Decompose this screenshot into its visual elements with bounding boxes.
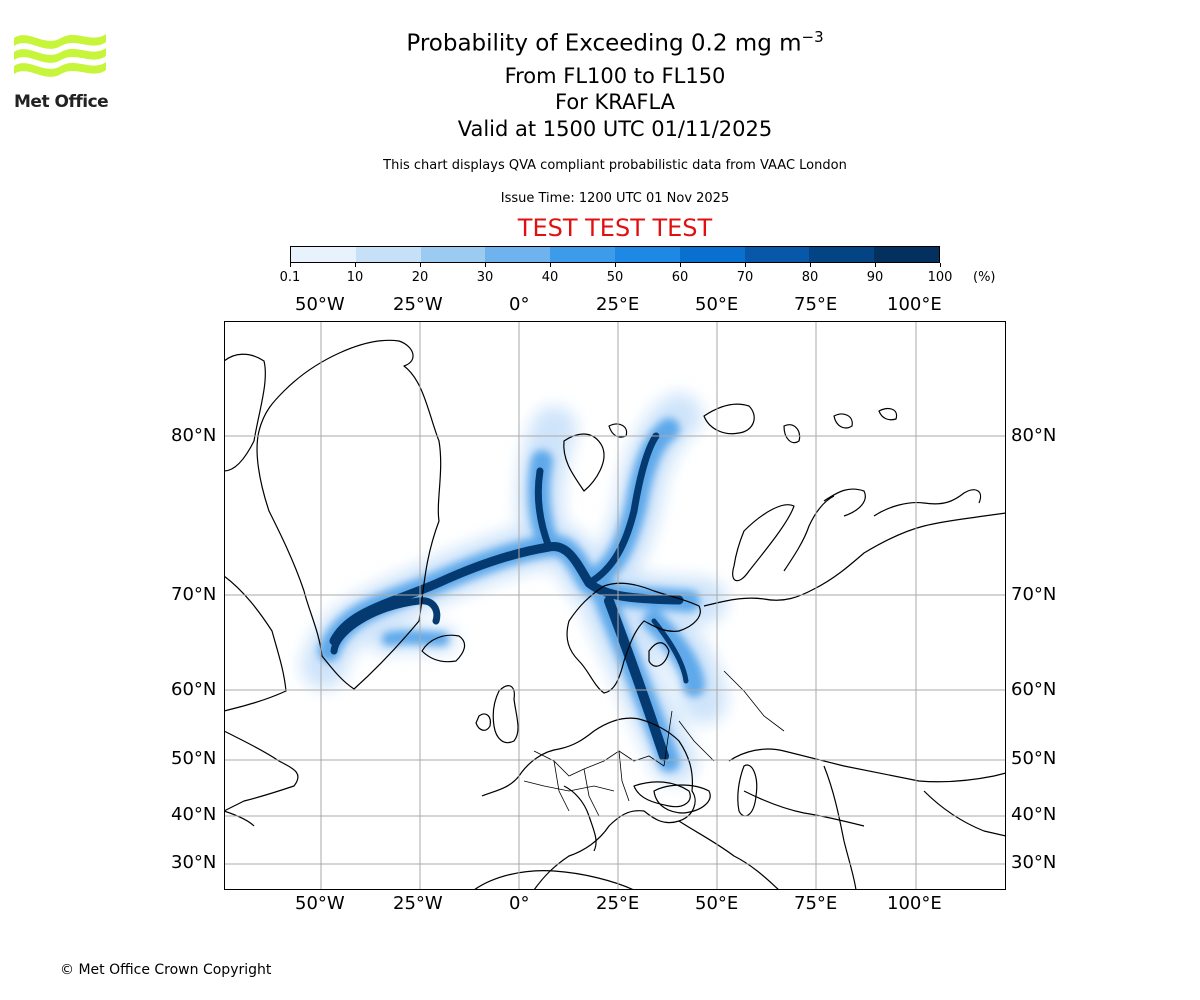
colorbar-tick bbox=[875, 263, 876, 267]
colorbar-tick-label: 100 bbox=[927, 270, 953, 285]
lat-label-left: 50°N bbox=[171, 748, 217, 769]
met-office-logo: Met Office bbox=[14, 30, 109, 112]
country-borders bbox=[523, 670, 785, 817]
lat-label-left: 40°N bbox=[171, 804, 217, 825]
colorbar-tick bbox=[485, 263, 486, 267]
colorbar-segment bbox=[485, 247, 551, 262]
copyright-notice: © Met Office Crown Copyright bbox=[60, 962, 272, 978]
lon-label-bottom: 100°E bbox=[887, 893, 942, 914]
lat-label-left: 80°N bbox=[171, 425, 217, 446]
colorbar-tick-label: 0.1 bbox=[279, 270, 301, 285]
lat-label-right: 60°N bbox=[1011, 679, 1057, 700]
lat-label-right: 40°N bbox=[1011, 804, 1057, 825]
volcano-name: For KRAFLA bbox=[555, 90, 675, 114]
colorbar-tick bbox=[355, 263, 356, 267]
colorbar-tick bbox=[615, 263, 616, 267]
colorbar-segment bbox=[550, 247, 615, 262]
lon-label-top: 0° bbox=[509, 294, 530, 315]
colorbar-tick bbox=[810, 263, 811, 267]
lon-label-top: 75°E bbox=[794, 294, 838, 315]
colorbar-segment bbox=[809, 247, 875, 262]
probability-colorbar bbox=[290, 246, 940, 263]
colorbar-segment bbox=[420, 247, 486, 262]
coastlines bbox=[224, 339, 1006, 890]
colorbar-tick-label: 40 bbox=[541, 270, 559, 285]
lat-label-right: 70°N bbox=[1011, 584, 1057, 605]
graticule bbox=[224, 321, 1006, 890]
colorbar-tick bbox=[940, 263, 941, 267]
ash-plume bbox=[301, 393, 727, 784]
colorbar-tick bbox=[290, 263, 291, 267]
lat-label-left: 60°N bbox=[171, 679, 217, 700]
lat-label-right: 30°N bbox=[1011, 852, 1057, 873]
lon-label-bottom: 50°E bbox=[695, 893, 739, 914]
colorbar-tick-label: 80 bbox=[801, 270, 819, 285]
chart-note: This chart displays QVA compliant probab… bbox=[383, 158, 847, 173]
colorbar-segment bbox=[874, 247, 939, 262]
lat-label-right: 80°N bbox=[1011, 425, 1057, 446]
lon-label-top: 25°E bbox=[596, 294, 640, 315]
colorbar-tick bbox=[680, 263, 681, 267]
lon-label-top: 50°E bbox=[695, 294, 739, 315]
colorbar-segment bbox=[291, 247, 356, 262]
colorbar-tick-label: 50 bbox=[606, 270, 624, 285]
colorbar-tick-label: 30 bbox=[476, 270, 494, 285]
colorbar-tick-label: 60 bbox=[671, 270, 689, 285]
met-office-waves-icon bbox=[14, 34, 106, 77]
colorbar-tick-label: 70 bbox=[736, 270, 754, 285]
colorbar-segment bbox=[614, 247, 680, 262]
map-panel bbox=[224, 321, 1006, 890]
lon-label-bottom: 50°W bbox=[295, 893, 345, 914]
lon-label-bottom: 75°E bbox=[794, 893, 838, 914]
lon-label-top: 50°W bbox=[295, 294, 345, 315]
test-banner: TEST TEST TEST bbox=[517, 214, 713, 242]
issue-time: Issue Time: 1200 UTC 01 Nov 2025 bbox=[500, 191, 730, 206]
lat-label-left: 70°N bbox=[171, 584, 217, 605]
lat-label-right: 50°N bbox=[1011, 748, 1057, 769]
unit-exponent: −3 bbox=[801, 28, 824, 46]
colorbar-tick-label: 90 bbox=[866, 270, 884, 285]
colorbar-tick bbox=[420, 263, 421, 267]
lon-label-bottom: 25°W bbox=[393, 893, 443, 914]
colorbar-segment bbox=[355, 247, 421, 262]
colorbar-tick bbox=[745, 263, 746, 267]
map-svg bbox=[224, 321, 1006, 890]
lat-label-left: 30°N bbox=[171, 852, 217, 873]
colorbar-tick-label: 20 bbox=[411, 270, 429, 285]
logo-text: Met Office bbox=[14, 92, 109, 112]
colorbar-unit: (%) bbox=[973, 270, 996, 285]
flight-levels: From FL100 to FL150 bbox=[504, 64, 726, 88]
chart-title: Probability of Exceeding 0.2 mg m−3 bbox=[406, 28, 824, 57]
colorbar-segment bbox=[679, 247, 745, 262]
lon-label-bottom: 0° bbox=[509, 893, 530, 914]
lon-label-bottom: 25°E bbox=[596, 893, 640, 914]
colorbar-tick-label: 10 bbox=[346, 270, 364, 285]
colorbar-tick bbox=[550, 263, 551, 267]
colorbar-segment bbox=[744, 247, 810, 262]
lon-label-top: 25°W bbox=[393, 294, 443, 315]
valid-time: Valid at 1500 UTC 01/11/2025 bbox=[457, 117, 773, 141]
lon-label-top: 100°E bbox=[887, 294, 942, 315]
